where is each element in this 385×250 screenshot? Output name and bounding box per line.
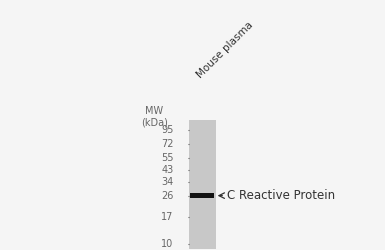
Text: 34: 34 bbox=[161, 177, 173, 187]
Text: Mouse plasma: Mouse plasma bbox=[195, 20, 255, 80]
Text: 17: 17 bbox=[161, 212, 173, 222]
Text: MW
(kDa): MW (kDa) bbox=[141, 106, 167, 128]
Text: 95: 95 bbox=[161, 125, 173, 135]
Text: C Reactive Protein: C Reactive Protein bbox=[227, 189, 335, 202]
Text: 43: 43 bbox=[161, 165, 173, 175]
Text: 55: 55 bbox=[161, 153, 173, 163]
Text: 72: 72 bbox=[161, 139, 173, 149]
Text: 10: 10 bbox=[161, 239, 173, 249]
Text: 26: 26 bbox=[161, 190, 173, 200]
